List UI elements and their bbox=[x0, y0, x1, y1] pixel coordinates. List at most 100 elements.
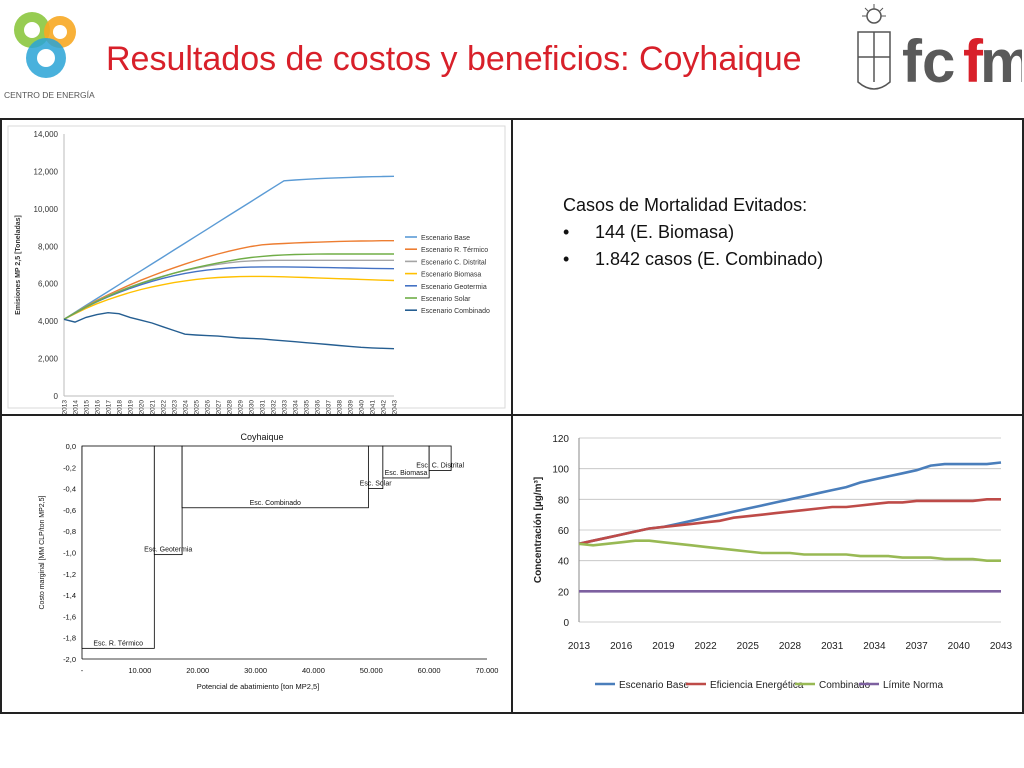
y-tick-label: -0,2 bbox=[63, 463, 76, 472]
x-tick-label: 2041 bbox=[370, 400, 377, 414]
y-tick-label: 0 bbox=[54, 392, 59, 401]
x-tick-label: 2036 bbox=[315, 400, 322, 414]
x-tick-label: 2022 bbox=[161, 400, 168, 414]
chart-title: Coyhaique bbox=[240, 432, 283, 442]
mortality-heading: Casos de Mortalidad Evitados: bbox=[563, 195, 808, 215]
cost-block-1 bbox=[153, 445, 183, 556]
x-tick-label: 2018 bbox=[117, 400, 124, 414]
abatement-cost-chart: Coyhaique 0,0 -0,2 -0,4 -0,6 -0,8 -1,0 -1,2 -1,4… bbox=[39, 432, 499, 691]
centro-de-energia-logo: CENTRO DE ENERGÍA bbox=[2, 2, 102, 102]
mortality-item-combinado: 1.842 casos (E. Combinado) bbox=[563, 246, 823, 273]
legend-label: Escenario Geotermia bbox=[421, 284, 487, 291]
legend-label: Límite Norma bbox=[883, 680, 943, 691]
emissions-chart: 0 2,000 4,000 6,000 8,000 10,000 12,000 14,000 2… bbox=[7, 125, 506, 414]
y-tick-label: 120 bbox=[552, 434, 569, 445]
y-tick-label: 8,000 bbox=[38, 242, 59, 251]
x-tick-label: - bbox=[81, 666, 84, 675]
series-line-6 bbox=[63, 311, 395, 350]
x-tick-label: 2042 bbox=[381, 400, 388, 414]
x-tick-label: 2013 bbox=[568, 641, 591, 652]
abatement-cost-chart-panel: Coyhaique 0,0 -0,2 -0,4 -0,6 -0,8 -1,0 -1,2 -1,4… bbox=[0, 414, 513, 714]
legend-label: Eficiencia Energética bbox=[710, 680, 804, 691]
legend-label: Escenario Base bbox=[619, 680, 689, 691]
x-tick-label: 2039 bbox=[348, 400, 355, 414]
series-line-0 bbox=[578, 461, 1002, 546]
x-tick-label: 30.000 bbox=[244, 666, 267, 675]
series-line-4 bbox=[63, 266, 395, 320]
y-tick-label: -1,8 bbox=[63, 634, 76, 643]
x-tick-label: 60.000 bbox=[418, 666, 441, 675]
x-tick-label: 2043 bbox=[392, 400, 399, 414]
x-tick-label: 2024 bbox=[183, 400, 190, 414]
x-tick-label: 2015 bbox=[84, 400, 91, 414]
mortality-item-biomasa: 144 (E. Biomasa) bbox=[563, 219, 823, 246]
x-tick-label: 2013 bbox=[62, 400, 69, 414]
x-tick-label: 2034 bbox=[293, 400, 300, 414]
svg-text:CENTRO DE ENERGÍA: CENTRO DE ENERGÍA bbox=[4, 90, 95, 100]
y-tick-label: 4,000 bbox=[38, 317, 59, 326]
x-tick-label: 2037 bbox=[326, 400, 333, 414]
emissions-chart-panel: 0 2,000 4,000 6,000 8,000 10,000 12,000 14,000 2… bbox=[0, 118, 513, 416]
x-tick-label: 2028 bbox=[779, 641, 802, 652]
legend-label: Escenario Solar bbox=[421, 296, 471, 303]
y-tick-label: 20 bbox=[558, 587, 570, 598]
y-tick-label: -2,0 bbox=[63, 655, 76, 664]
series-line-3 bbox=[63, 275, 395, 320]
x-tick-label: 2022 bbox=[694, 641, 717, 652]
slide-title: Resultados de costos y beneficios: Coyha… bbox=[106, 40, 802, 78]
x-tick-label: 2031 bbox=[821, 641, 844, 652]
cost-block-5 bbox=[428, 445, 452, 471]
y-tick-label: 100 bbox=[552, 465, 569, 476]
y-axis-title: Concentración [µg/m³] bbox=[533, 477, 544, 583]
block-label: Esc. Combinado bbox=[250, 500, 301, 507]
x-tick-label: 10.000 bbox=[128, 666, 151, 675]
x-tick-label: 2025 bbox=[737, 641, 760, 652]
x-tick-label: 2023 bbox=[172, 400, 179, 414]
block-label: Esc. Geotermia bbox=[144, 547, 192, 554]
x-tick-label: 2032 bbox=[271, 400, 278, 414]
block-label: Esc. Solar bbox=[360, 481, 393, 488]
y-tick-label: -0,8 bbox=[63, 527, 76, 536]
y-axis-title: Emisiones MP 2,5 [Toneladas] bbox=[15, 215, 22, 315]
x-tick-label: 2020 bbox=[139, 400, 146, 414]
x-tick-label: 2019 bbox=[652, 641, 675, 652]
fcfm-logo: fc f m bbox=[852, 2, 1024, 98]
y-tick-label: 40 bbox=[558, 557, 570, 568]
svg-text:f: f bbox=[963, 28, 984, 95]
x-tick-label: 2033 bbox=[282, 400, 289, 414]
y-tick-label: 60 bbox=[558, 526, 570, 537]
x-tick-label: 2026 bbox=[205, 400, 212, 414]
x-tick-label: 2016 bbox=[95, 400, 102, 414]
y-tick-label: 0 bbox=[563, 618, 569, 629]
series-line-1 bbox=[63, 239, 394, 320]
y-axis-title: Costo marginal [MM CLP/ton MP2,5] bbox=[39, 495, 46, 609]
y-tick-label: 6,000 bbox=[38, 280, 59, 289]
x-tick-label: 2016 bbox=[610, 641, 633, 652]
series-line-2 bbox=[578, 539, 1001, 562]
mortality-panel: Casos de Mortalidad Evitados: 144 (E. Bi… bbox=[511, 118, 1024, 416]
y-tick-label: 10,000 bbox=[34, 205, 59, 214]
x-tick-label: 2043 bbox=[990, 641, 1013, 652]
x-tick-label: 2017 bbox=[106, 400, 113, 414]
series-line-1 bbox=[578, 498, 1001, 546]
x-tick-label: 2021 bbox=[150, 400, 157, 414]
x-tick-label: 2040 bbox=[948, 641, 971, 652]
y-tick-label: 80 bbox=[558, 495, 570, 506]
series-line-2 bbox=[63, 259, 394, 320]
x-tick-label: 70.000 bbox=[476, 666, 499, 675]
legend-label: Escenario C. Distrital bbox=[421, 259, 487, 266]
x-tick-label: 20.000 bbox=[186, 666, 209, 675]
x-tick-label: 2038 bbox=[337, 400, 344, 414]
x-tick-label: 50.000 bbox=[360, 666, 383, 675]
x-tick-label: 40.000 bbox=[302, 666, 325, 675]
legend-label: Combinado bbox=[819, 680, 871, 691]
x-tick-label: 2040 bbox=[359, 400, 366, 414]
y-tick-label: 12,000 bbox=[34, 167, 59, 176]
legend-label: Escenario Combinado bbox=[421, 308, 490, 315]
series-line-0 bbox=[63, 175, 395, 320]
svg-text:fc: fc bbox=[902, 28, 955, 95]
legend-label: Escenario R. Térmico bbox=[421, 247, 488, 254]
y-tick-label: -1,4 bbox=[63, 591, 76, 600]
x-tick-label: 2019 bbox=[128, 400, 135, 414]
